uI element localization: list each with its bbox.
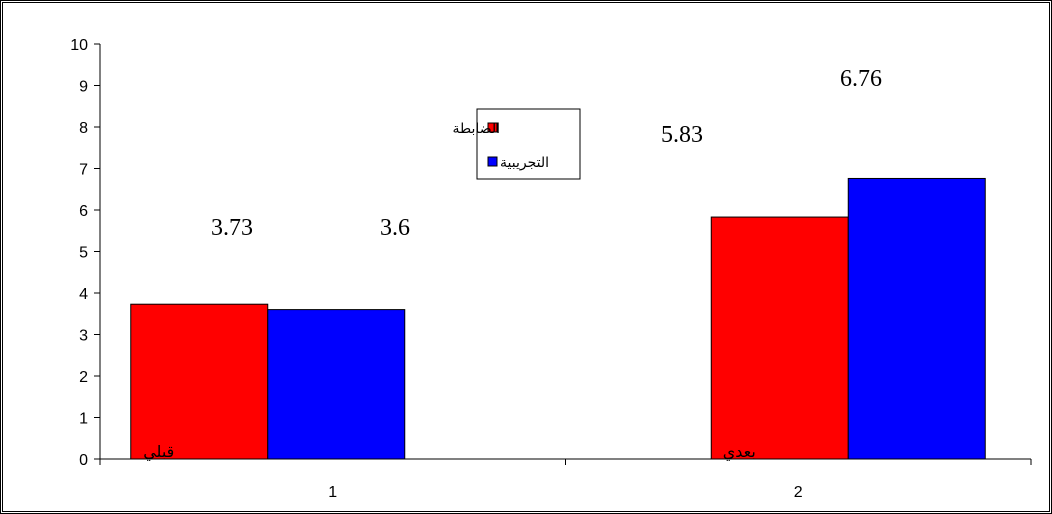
data-label: 3.73 xyxy=(211,215,253,241)
y-tick-label: 9 xyxy=(79,79,88,96)
legend-swatch-experimental xyxy=(487,156,498,167)
y-tick-label: 0 xyxy=(79,452,88,469)
y-tick-label: 2 xyxy=(79,369,88,386)
category-inner-label: قبلي xyxy=(143,442,174,462)
legend: الضابطة التجريبية xyxy=(453,108,581,180)
y-tick-label: 6 xyxy=(79,203,88,220)
y-tick-label: 7 xyxy=(79,162,88,179)
y-tick-label: 1 xyxy=(79,411,88,428)
legend-box xyxy=(476,108,581,180)
legend-label-control: الضابطة xyxy=(453,121,500,137)
y-tick-label: 4 xyxy=(79,286,88,303)
y-tick-label: 5 xyxy=(79,245,88,262)
x-tick-label: 1 xyxy=(328,484,337,501)
y-tick-label: 10 xyxy=(70,37,88,54)
y-tick-label: 3 xyxy=(79,328,88,345)
data-label: 5.83 xyxy=(661,122,703,148)
bar xyxy=(847,177,986,460)
legend-swatch-control xyxy=(487,122,498,133)
data-label: 3.6 xyxy=(380,215,410,241)
data-label: 6.76 xyxy=(840,66,882,92)
x-tick-label: 2 xyxy=(794,484,803,501)
category-inner-label: بعدي xyxy=(723,442,756,462)
bar xyxy=(267,309,406,460)
bar xyxy=(710,216,849,460)
legend-label-experimental: التجريبية xyxy=(500,155,549,171)
y-tick-label: 8 xyxy=(79,120,88,137)
bar xyxy=(130,303,269,460)
